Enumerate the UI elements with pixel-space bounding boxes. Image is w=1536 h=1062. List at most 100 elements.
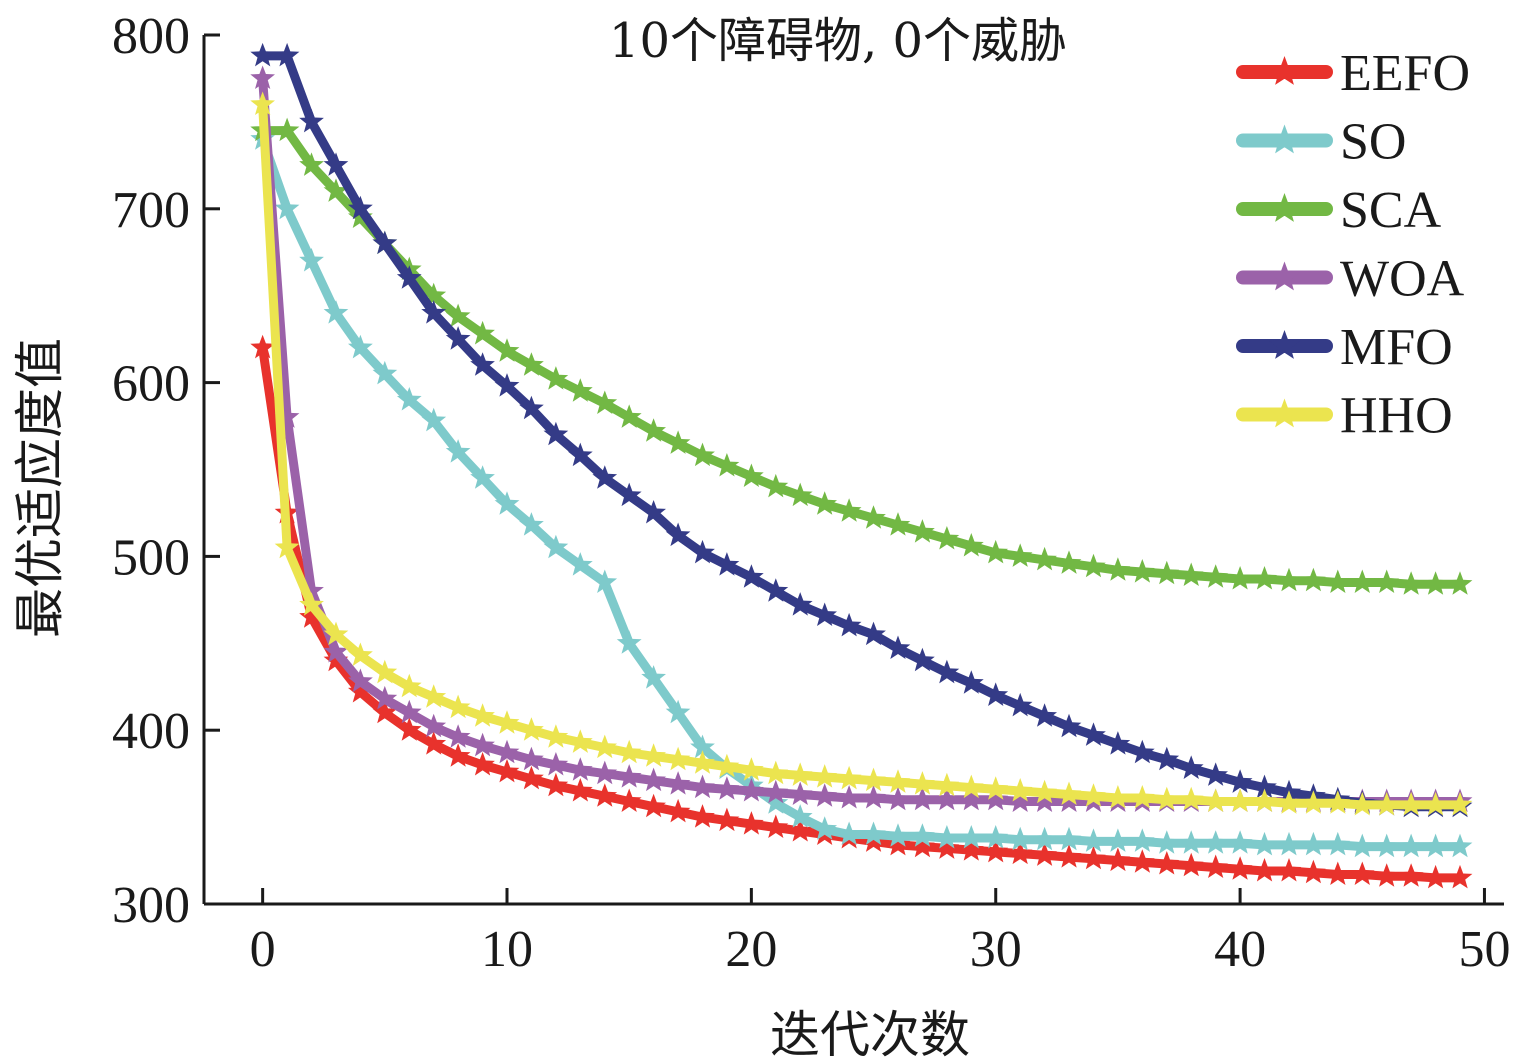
data-point-mfo (1105, 731, 1131, 755)
data-point-mfo (1252, 774, 1277, 799)
data-point-so (1130, 828, 1155, 852)
legend-label-eefo: EEFO (1340, 45, 1470, 102)
data-point-hho (1325, 790, 1351, 814)
data-point-eefo (739, 811, 764, 835)
series-so (250, 126, 1473, 858)
data-point-mfo (763, 578, 789, 602)
data-point-mfo (470, 352, 495, 376)
data-point-so (445, 439, 471, 463)
data-point-mfo (421, 300, 447, 324)
data-point-hho (787, 762, 813, 786)
data-point-hho (1301, 790, 1326, 814)
data-point-eefo (641, 793, 666, 818)
data-point-sca (910, 519, 935, 543)
data-point-eefo (1007, 840, 1033, 865)
data-point-mfo (1032, 703, 1057, 727)
data-point-eefo (861, 828, 886, 852)
data-point-so (299, 247, 324, 272)
data-point-so (1398, 833, 1424, 858)
data-point-so (323, 300, 349, 324)
series-eefo (250, 334, 1473, 889)
data-point-eefo (1032, 842, 1057, 866)
legend-label-so: SO (1340, 114, 1406, 171)
data-point-hho (494, 710, 520, 734)
x-tick-label: 50 (1458, 921, 1510, 978)
data-point-so (763, 790, 789, 814)
data-point-woa (739, 778, 764, 802)
data-point-hho (616, 739, 642, 764)
data-point-so (568, 552, 593, 576)
data-point-mfo (616, 482, 642, 507)
legend-marker-hho (1269, 398, 1300, 428)
data-point-so (1276, 831, 1302, 856)
data-point-so (1227, 830, 1253, 854)
data-point-hho (396, 673, 422, 698)
data-point-eefo (910, 833, 935, 858)
data-point-eefo (690, 804, 715, 828)
x-tick-label: 30 (970, 921, 1022, 978)
data-point-hho (592, 734, 618, 759)
data-point-so (1374, 833, 1400, 858)
series-layer (250, 42, 1473, 889)
x-axis-label: 迭代次数 (770, 1006, 970, 1062)
data-point-eefo (1325, 861, 1351, 885)
data-point-sca (1398, 571, 1424, 595)
data-point-hho (1227, 788, 1253, 812)
y-tick-label: 700 (112, 182, 190, 239)
data-point-woa (714, 776, 740, 800)
legend-marker-so (1269, 124, 1300, 154)
data-point-sca (274, 117, 300, 142)
axes: 300 400 500 600 700 800 0 10 20 30 40 50 (112, 8, 1510, 978)
data-point-so (494, 491, 520, 515)
data-point-woa (958, 786, 984, 811)
legend-label-woa: WOA (1340, 251, 1465, 308)
data-point-woa (274, 404, 300, 428)
data-point-sca (1105, 557, 1131, 581)
data-point-woa (470, 732, 495, 757)
data-point-mfo (1081, 722, 1106, 746)
data-point-so (592, 569, 618, 593)
data-point-eefo (592, 783, 618, 807)
data-point-sca (861, 505, 886, 529)
data-point-sca (1007, 543, 1033, 567)
data-point-eefo (1301, 859, 1326, 884)
data-point-eefo (250, 334, 275, 359)
x-tick-label: 10 (481, 921, 533, 978)
data-point-hho (568, 729, 593, 753)
data-point-hho (690, 750, 715, 774)
data-point-eefo (1349, 861, 1375, 885)
data-point-eefo (372, 699, 398, 724)
data-point-eefo (1056, 844, 1082, 868)
data-point-eefo (421, 731, 447, 755)
data-point-mfo (1203, 762, 1228, 786)
data-point-mfo (543, 421, 569, 446)
data-point-sca (1178, 562, 1204, 586)
data-point-so (1203, 830, 1228, 854)
data-point-woa (910, 786, 935, 811)
data-point-woa (934, 786, 960, 811)
data-point-hho (1349, 791, 1375, 816)
data-point-hho (1276, 790, 1302, 814)
data-point-so (641, 665, 666, 689)
x-tick-label: 0 (250, 921, 276, 978)
data-point-eefo (1276, 858, 1302, 882)
series-mfo (250, 42, 1473, 818)
data-point-woa (250, 65, 275, 89)
data-point-sca (1325, 569, 1351, 593)
data-point-eefo (1105, 847, 1131, 872)
data-point-woa (372, 685, 398, 710)
data-point-woa (299, 578, 324, 602)
data-point-mfo (885, 635, 911, 659)
data-point-eefo (616, 788, 642, 812)
data-point-hho (958, 774, 984, 799)
data-point-eefo (1423, 864, 1448, 889)
data-point-hho (1081, 783, 1106, 807)
series-sca (250, 117, 1473, 595)
data-point-hho (983, 776, 1009, 800)
data-point-hho (861, 767, 886, 792)
data-point-eefo (299, 604, 324, 628)
legend-marker-eefo (1269, 56, 1300, 85)
data-point-so (934, 825, 960, 849)
data-point-sca (958, 533, 984, 557)
data-point-eefo (1447, 864, 1473, 889)
